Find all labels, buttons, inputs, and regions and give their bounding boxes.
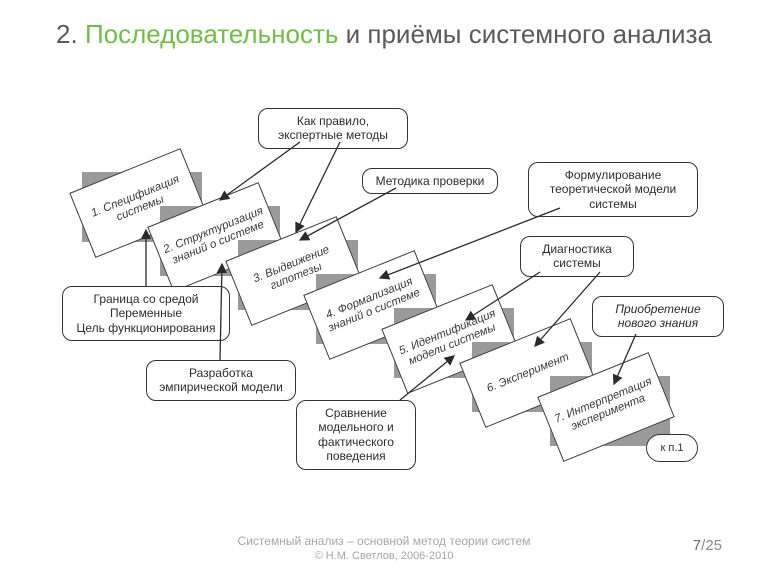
callout-c-boundary: Граница со средойПеременныеЦель функцион…	[62, 286, 230, 341]
footer-title: Системный анализ – основной метод теории…	[0, 534, 768, 548]
callout-c-newknow: Приобретение нового знания	[592, 296, 724, 337]
slide-title: 2. Последовательность и приёмы системног…	[0, 18, 768, 51]
callout-c-verify: Методика проверки	[362, 168, 498, 194]
callout-c-compare: Сравнение модельного и фактического пове…	[296, 400, 416, 470]
page-number: 7/25	[693, 537, 722, 554]
footer-copyright: © Н.М. Светлов, 2006-2010	[0, 550, 768, 562]
title-number: 2.	[56, 19, 78, 49]
title-rest: и приёмы системного анализа	[338, 19, 712, 49]
title-highlight: Последовательность	[85, 19, 338, 49]
callout-c-theoretical: Формулирование теоретической модели сист…	[528, 162, 698, 217]
page-total: 25	[705, 537, 722, 554]
callout-c-empirical: Разработка эмпирической модели	[146, 360, 296, 401]
callout-c-diagnostic: Диагностика системы	[520, 236, 634, 277]
page-current: 7	[693, 537, 701, 554]
stair-step-7: 7. Интерпретация эксперимента	[546, 372, 666, 442]
loop-back-label: к п.1	[661, 442, 684, 454]
loop-back-badge: к п.1	[646, 434, 698, 462]
callout-c-expert: Как правило, экспертные методы	[258, 108, 408, 149]
slide-root: 2. Последовательность и приёмы системног…	[0, 0, 768, 576]
